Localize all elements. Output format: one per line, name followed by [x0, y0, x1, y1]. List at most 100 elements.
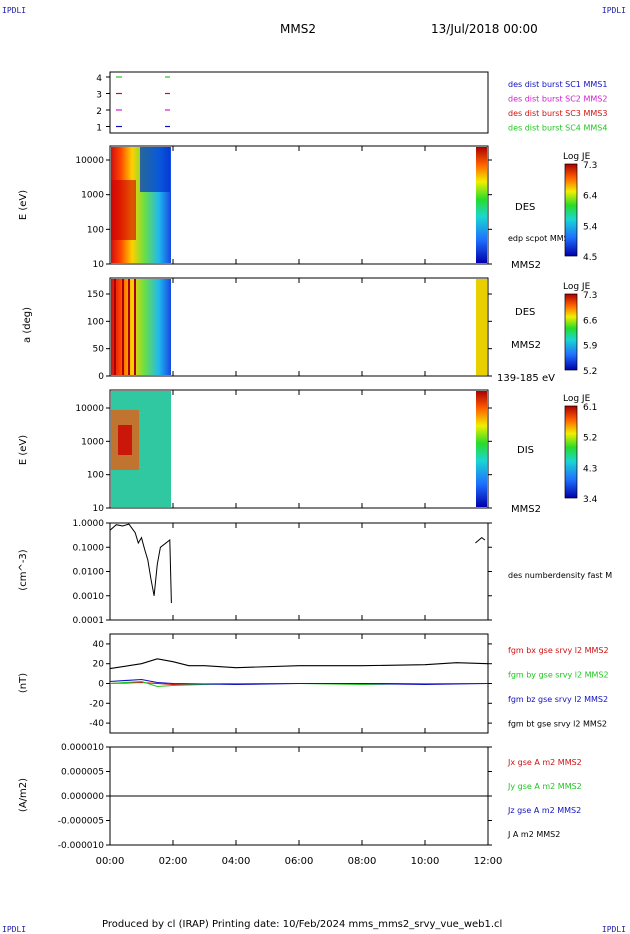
availability-legend-entry: des dist burst SC3 MMS3 — [508, 109, 607, 118]
des-energy-ylabel: E (eV) — [18, 190, 29, 220]
current-tick-label: 0.000010 — [61, 743, 104, 753]
magnetic-field-tick-label: 20 — [93, 660, 105, 670]
time-axis-label: 02:00 — [159, 856, 188, 867]
current-legend-entry: Jy gse A m2 MMS2 — [507, 782, 582, 791]
time-axis-label: 06:00 — [285, 856, 314, 867]
dis-energy-ytick-label: 10 — [93, 504, 105, 514]
magnetic-field-line — [109, 678, 489, 686]
dis-energy-ytick-label: 10000 — [75, 404, 104, 414]
time-axis-label: 10:00 — [411, 856, 440, 867]
dis-energy-colorbar-title: Log JE — [563, 394, 591, 404]
time-axis-label: 00:00 — [96, 856, 125, 867]
density-ytick-label: 0.0001 — [73, 616, 105, 626]
des-pitch-spectrogram-end — [476, 279, 487, 375]
des-pitch-stripe — [134, 279, 136, 375]
availability-tick-label: 1 — [96, 124, 102, 134]
dis-energy-colorbar-tick-label: 3.4 — [583, 495, 598, 505]
dis-energy-ytick-label: 100 — [87, 471, 104, 481]
current-legend-entry: J A m2 MMS2 — [507, 830, 560, 839]
magnetic-field-tick-label: 40 — [93, 640, 105, 650]
des-pitch-spectrogram-block — [111, 279, 171, 375]
dis-energy-ytick-label: 1000 — [81, 437, 104, 447]
magnetic-field-tick-label: -40 — [89, 719, 104, 729]
density-line — [109, 523, 486, 604]
des-energy-colorbar-tick-label: 6.4 — [583, 192, 598, 202]
availability-tick-label: 3 — [96, 91, 102, 101]
des-energy-spectrogram-high — [140, 147, 170, 192]
des-pitch-stripe — [122, 279, 124, 375]
current-tick-label: -0.000005 — [58, 817, 104, 827]
availability-tick-label: 2 — [96, 107, 102, 117]
magnetic-field-legend-entry: fgm bz gse srvy l2 MMS2 — [508, 695, 608, 704]
des-pitch-colorbar — [564, 293, 578, 371]
density-legend-entry: des numberdensity fast M — [508, 571, 612, 580]
magnetic-field-legend-entry: fgm bx gse srvy l2 MMS2 — [508, 646, 609, 655]
time-axis-label: 04:00 — [222, 856, 251, 867]
des-energy-ytick-label: 10000 — [75, 156, 104, 166]
magnetic-field-tick-label: -20 — [89, 699, 104, 709]
current-legend-entry: Jx gse A m2 MMS2 — [507, 758, 582, 767]
availability-tick-label: 4 — [96, 74, 102, 84]
density-ytick-label: 1.0000 — [73, 519, 105, 529]
des-energy-spectrogram-core — [111, 180, 136, 240]
des-pitch-stripe — [114, 279, 116, 375]
des-pitch-ytick-label: 0 — [98, 372, 104, 382]
dis-energy-ylabel: E (eV) — [18, 435, 29, 465]
des-energy-colorbar — [564, 163, 578, 257]
density-ylabel: (cm^-3) — [18, 549, 29, 590]
des-pitch-energy-label: 139-185 eV — [497, 373, 555, 384]
time-axis-label: 08:00 — [348, 856, 377, 867]
footer-credits: Produced by cl (IRAP) Printing date: 10/… — [102, 919, 503, 930]
dis-energy-colorbar — [564, 405, 578, 499]
current-ylabel: (A/m2) — [18, 778, 29, 812]
availability-frame — [109, 71, 489, 134]
des-energy-ytick-label: 100 — [87, 225, 104, 235]
corner-label: IPDLI — [2, 6, 27, 15]
des-energy-colorbar-tick-label: 5.4 — [583, 222, 598, 232]
corner-label: IPDLI — [601, 925, 626, 934]
des-energy-ytick-label: 1000 — [81, 191, 104, 201]
des-pitch-ytick-label: 100 — [87, 317, 104, 327]
dis-energy-colorbar-tick-label: 4.3 — [583, 464, 597, 474]
date-title: 13/Jul/2018 00:00 — [431, 22, 538, 36]
dis-energy-sc-label: MMS2 — [511, 504, 541, 515]
magnetic-field-legend-entry: fgm by gse srvy l2 MMS2 — [508, 671, 609, 680]
magnetic-field-ylabel: (nT) — [18, 673, 29, 693]
des-pitch-colorbar-tick-label: 5.9 — [583, 342, 598, 352]
des-energy-spectrogram-end — [476, 147, 487, 263]
des-pitch-stripe — [128, 279, 130, 375]
magnetic-field-tick-label: 0 — [98, 680, 104, 690]
current-tick-label: 0.000005 — [61, 768, 104, 778]
des-pitch-instrument-label: DES — [515, 307, 535, 318]
des-pitch-colorbar-tick-label: 5.2 — [583, 367, 597, 377]
des-pitch-colorbar-title: Log JE — [563, 282, 591, 292]
availability-legend-entry: des dist burst SC2 MMS2 — [508, 95, 607, 104]
des-energy-instrument-label: DES — [515, 202, 535, 213]
spacecraft-title: MMS2 — [280, 22, 316, 36]
des-pitch-colorbar-tick-label: 6.6 — [583, 316, 598, 326]
multi-panel-plot: 4 3 2 1 des dist burst SC1 MMS1 des dist burs… — [18, 71, 612, 867]
time-axis-label: 12:00 — [474, 856, 503, 867]
current-tick-label: 0.000000 — [61, 792, 104, 802]
dis-energy-spectrogram-end — [476, 391, 487, 507]
des-energy-ytick-label: 10 — [93, 260, 105, 270]
corner-label: IPDLI — [601, 6, 626, 15]
density-ytick-label: 0.1000 — [73, 543, 105, 553]
dis-energy-instrument-label: DIS — [517, 445, 534, 456]
dis-energy-spectrogram-peak — [118, 425, 132, 455]
density-ytick-label: 0.0010 — [73, 592, 105, 602]
des-pitch-colorbar-tick-label: 7.3 — [583, 291, 597, 301]
dis-energy-colorbar-tick-label: 5.2 — [583, 434, 597, 444]
des-energy-extra-label: edp scpot MMS2 — [508, 234, 574, 243]
availability-legend-entry: des dist burst SC4 MMS4 — [508, 124, 607, 133]
current-legend-entry: Jz gse A m2 MMS2 — [507, 806, 581, 815]
des-pitch-ytick-label: 50 — [93, 345, 105, 355]
density-frame — [109, 522, 489, 621]
magnetic-field-legend-entry: fgm bt gse srvy l2 MMS2 — [508, 720, 607, 729]
des-pitch-sc-label: MMS2 — [511, 340, 541, 351]
current-tick-label: -0.000010 — [58, 841, 104, 851]
magnetic-field-line — [109, 658, 489, 670]
density-ytick-label: 0.0100 — [73, 568, 105, 578]
des-energy-colorbar-title: Log JE — [563, 152, 591, 162]
availability-legend-entry: des dist burst SC1 MMS1 — [508, 80, 607, 89]
